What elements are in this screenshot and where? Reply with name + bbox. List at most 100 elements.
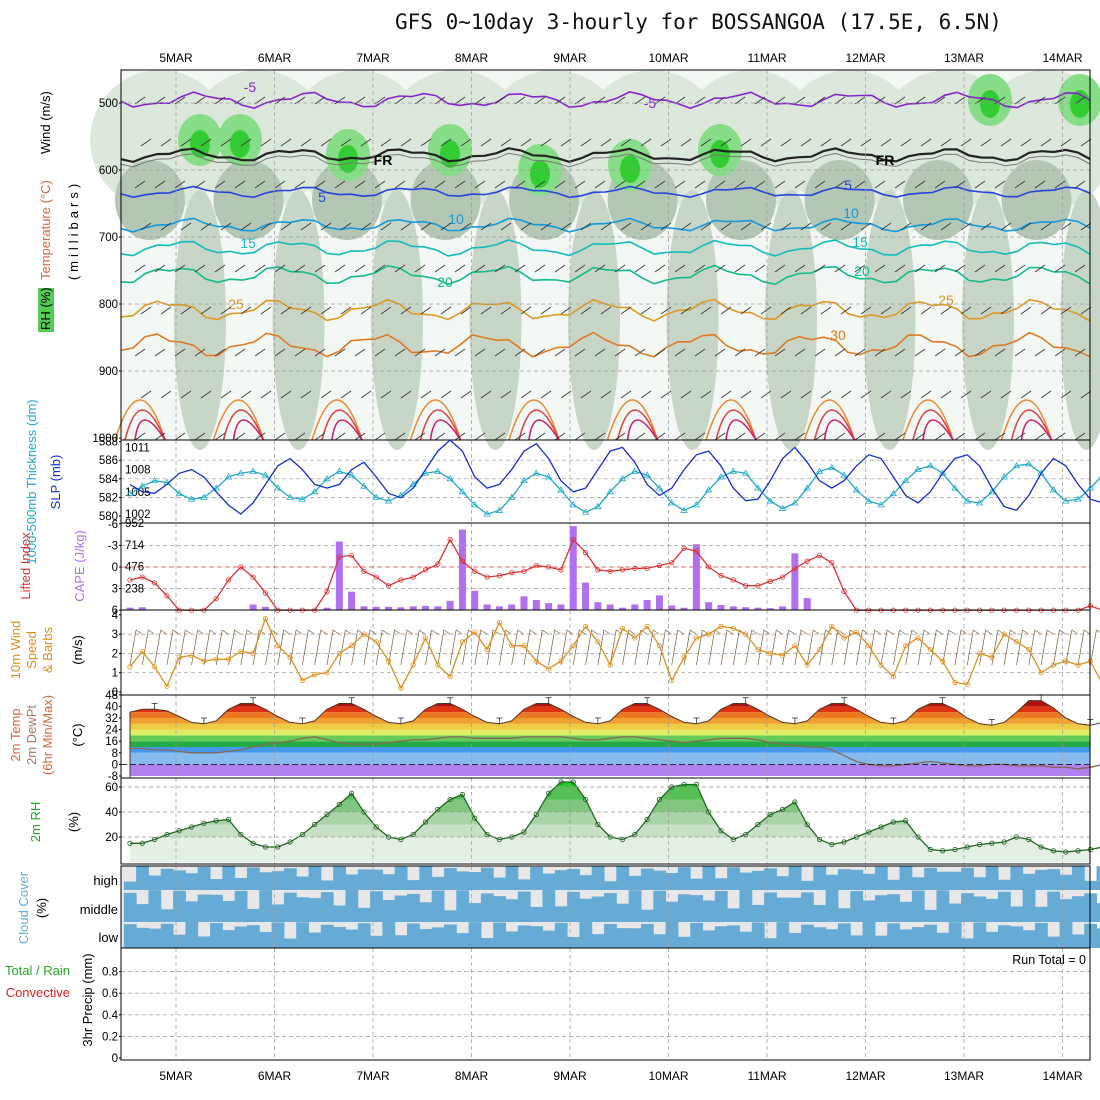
wind-barb (1054, 432, 1066, 441)
cloud-block (382, 922, 396, 948)
lifted-index-series-point (238, 564, 244, 570)
thickness-series-point (766, 497, 774, 504)
wind-barb (940, 390, 952, 399)
wind-barb (194, 348, 206, 357)
surface-barb (1090, 629, 1097, 666)
thickness-series-point (1049, 486, 1058, 493)
thickness-series-point (126, 489, 134, 497)
wind-barb (560, 138, 572, 147)
cape-bar (791, 553, 799, 610)
cloud-block (961, 867, 974, 890)
rh-series-point (447, 796, 453, 803)
wind-speed-series-point (361, 631, 367, 637)
wind-speed-series-point (927, 646, 933, 653)
date-label: 7MAR (356, 1069, 390, 1083)
surface-barb-flag (800, 629, 808, 635)
surface-barb (363, 629, 371, 666)
rh-series-point (459, 791, 466, 798)
wind-barb (434, 180, 446, 189)
wind-barb (234, 264, 246, 273)
y-tick-label: 3 (112, 584, 118, 596)
heat-contour (616, 409, 659, 441)
surface-barb-flag (406, 629, 414, 635)
wind-barb (640, 390, 652, 399)
cape-bar (483, 604, 491, 610)
cloud-block (665, 901, 679, 922)
thickness-series-point (372, 493, 380, 500)
cape-bar (569, 526, 577, 610)
rh-shade (469, 190, 522, 450)
cloud-block (911, 927, 925, 948)
wind-barb (240, 306, 252, 315)
surface-barb (265, 629, 272, 666)
cape-bar (126, 607, 134, 610)
wind-barb (720, 306, 732, 315)
heat-contour (606, 399, 659, 441)
lifted-index-series-point (533, 562, 539, 569)
wind-barb (214, 180, 226, 189)
cape-bar (545, 603, 553, 610)
surface-barb-flag (665, 629, 672, 635)
cape-bar (385, 606, 393, 610)
date-label: 14MAR (1042, 51, 1082, 65)
cloud-block (788, 932, 802, 948)
wind-ylabel-line: Speed (24, 631, 39, 669)
wind-barb (1034, 180, 1046, 189)
thickness-hgrid (121, 459, 1090, 498)
cloud-block (837, 869, 851, 890)
wind-barb (920, 390, 932, 399)
thickness-series-point (495, 506, 504, 513)
surface-barb (917, 629, 925, 666)
temp-band (130, 729, 1090, 736)
surface-barb (806, 629, 814, 666)
wind-barb (274, 180, 286, 189)
heat-contour (1020, 419, 1053, 441)
wind-barb (680, 138, 692, 147)
surface-barb (1028, 629, 1036, 666)
contour-label: -5 (644, 95, 657, 111)
rh-series-point (927, 846, 933, 853)
wind-barb (360, 222, 372, 231)
wind-barb (754, 264, 766, 273)
surface-barb-flag (148, 629, 155, 635)
wind-barb (974, 348, 986, 357)
wind-barb (240, 390, 252, 399)
cape-bar (446, 600, 454, 610)
y-tick-label: -8 (108, 771, 118, 783)
thickness-series-point (532, 469, 541, 476)
temperature-yunit-line: (°C) (70, 723, 85, 746)
rh-shade (410, 160, 481, 240)
temp-band (130, 712, 1090, 718)
rh-series-point (139, 840, 145, 846)
wind-barb (520, 138, 532, 147)
wind-barb (160, 138, 172, 147)
cloud-block (628, 890, 642, 922)
cape-right-ticks: 238 476 714 952 (125, 518, 145, 595)
wind-barb (140, 390, 152, 399)
wind-barb (500, 390, 512, 399)
wind-barb (314, 432, 326, 441)
wind-barb (194, 180, 206, 189)
wind-barb (814, 180, 826, 189)
thickness-series-point (446, 475, 454, 482)
rh-series-point (940, 848, 946, 854)
lifted-index-series-point (841, 588, 847, 595)
cloud-row-middle: middle (80, 902, 118, 917)
cape-bar (729, 606, 737, 610)
wind-barb (300, 306, 312, 315)
thickness-series-point (1074, 495, 1082, 502)
cape-bars (126, 526, 811, 610)
cloud-block (998, 879, 1011, 890)
bottom-date-labels: 5MAR 6MAR 7MAR 8MAR 9MAR 10MAR 11MAR 12MAR 13MAR… (159, 1069, 1083, 1083)
surface-barb (794, 629, 802, 666)
wind-barb (660, 138, 672, 147)
slp-series (129, 439, 1100, 515)
cloud-block (530, 906, 543, 922)
rh-series-point (816, 836, 823, 843)
wind-barb (334, 96, 346, 105)
cloud-block (653, 870, 667, 890)
cloud-block (136, 927, 149, 948)
wind-barb (140, 138, 152, 147)
cloud-block (222, 900, 236, 922)
cloud-block (1071, 866, 1085, 890)
